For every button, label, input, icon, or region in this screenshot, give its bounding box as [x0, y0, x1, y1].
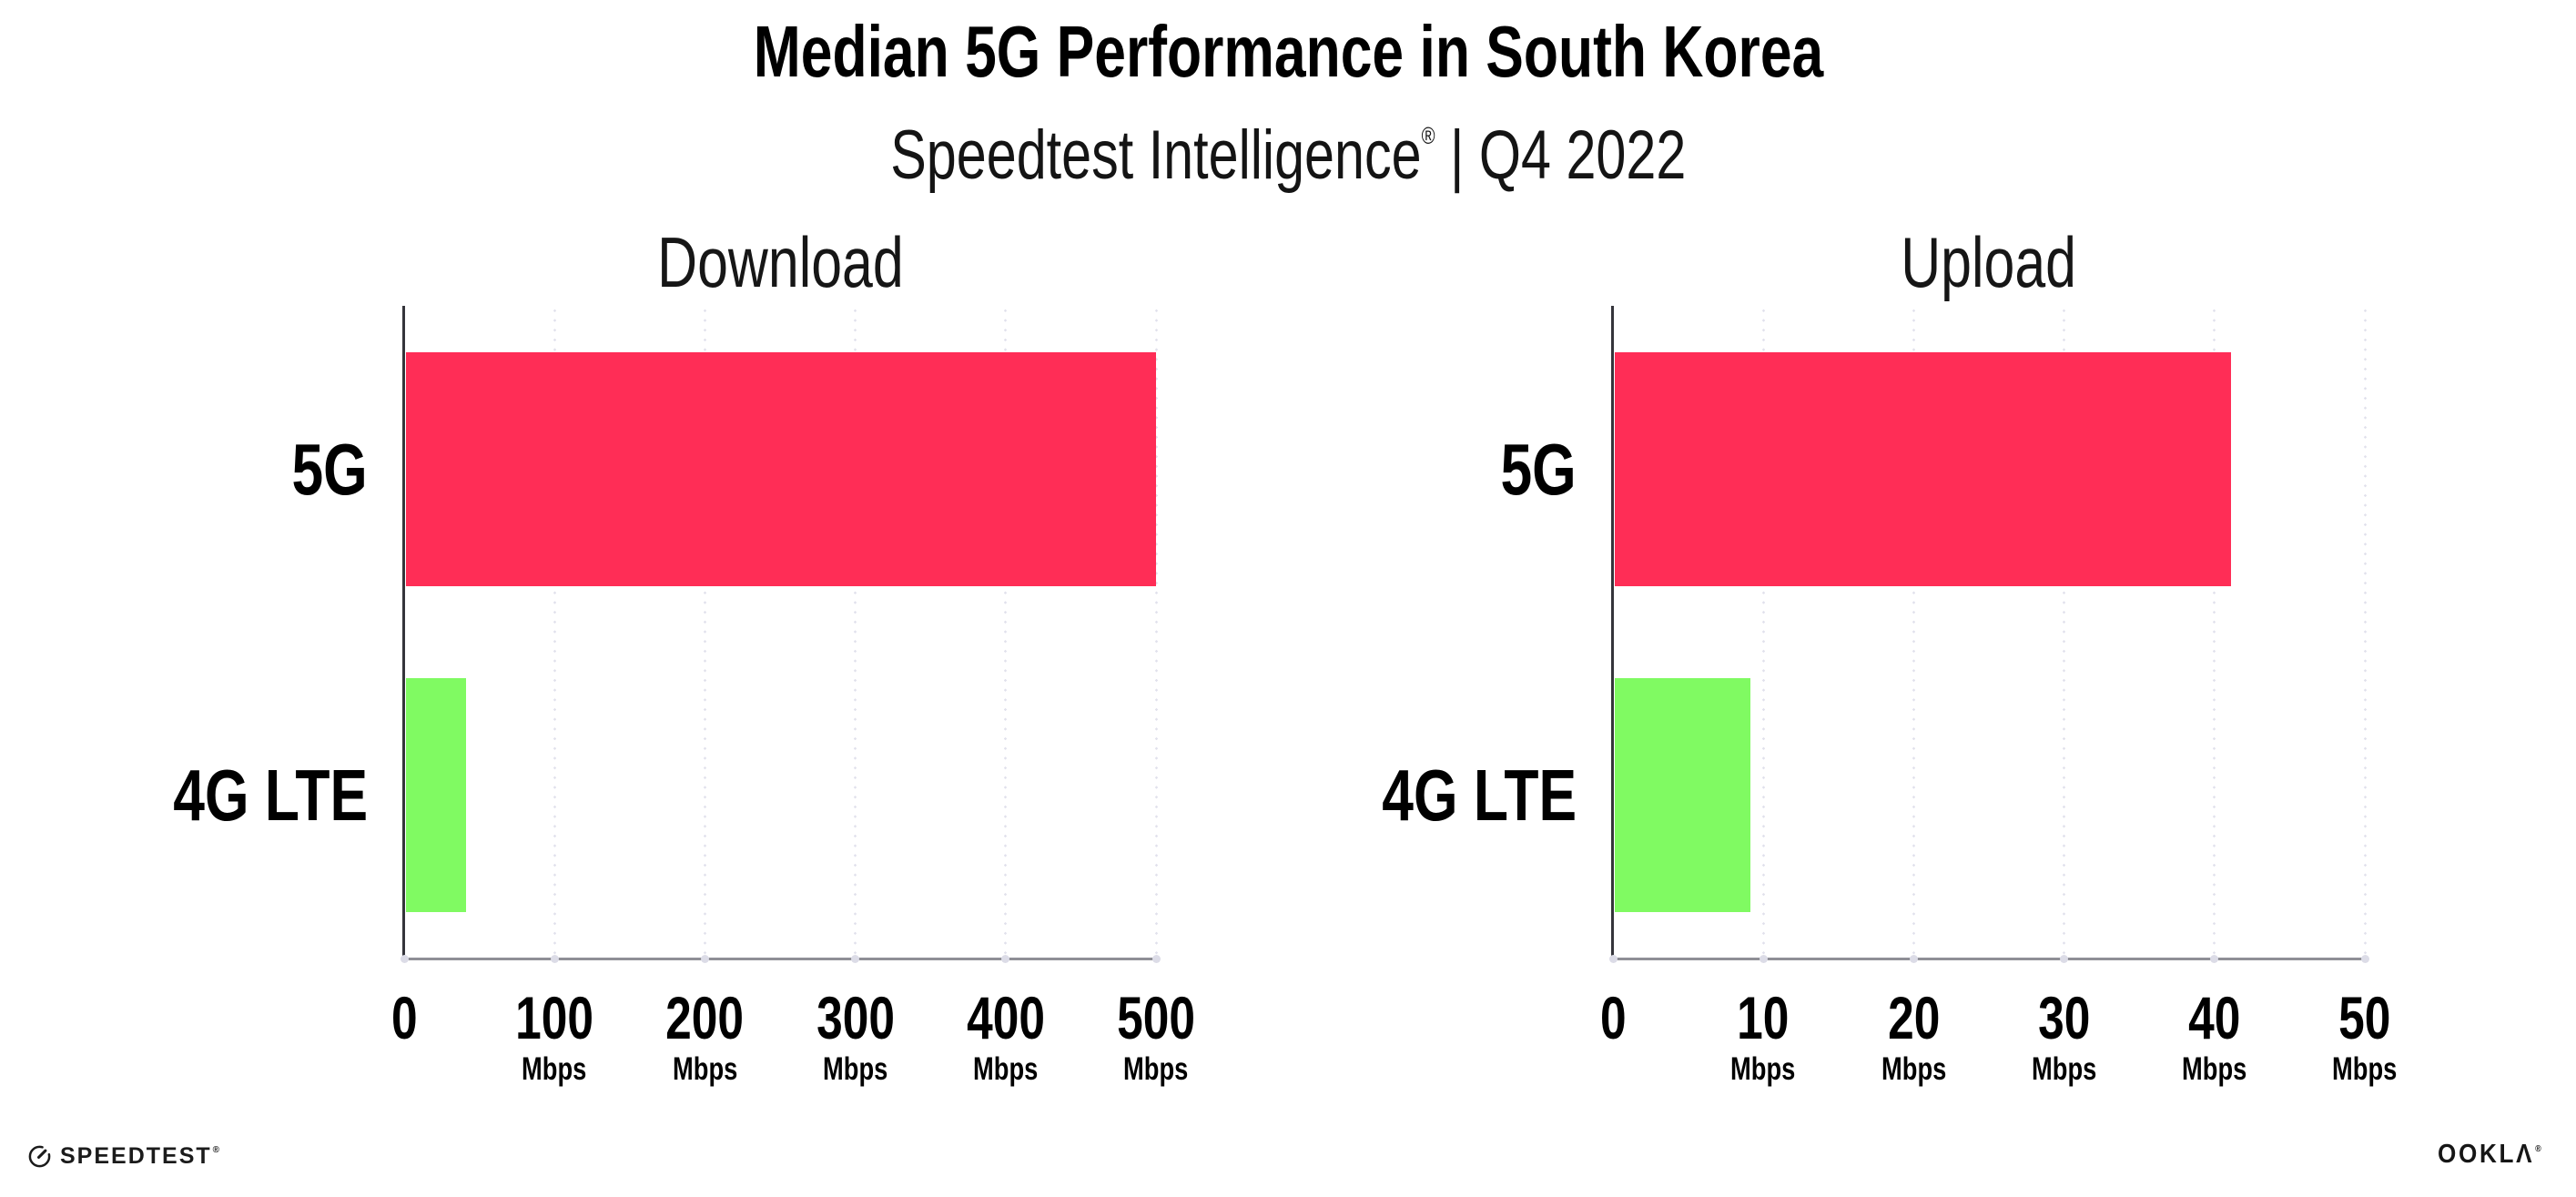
- page-title-text: Median 5G Performance in South Korea: [753, 11, 1823, 92]
- tick-dot-30: [2060, 955, 2069, 963]
- tick-unit: Mbps: [973, 1051, 1039, 1087]
- tick-dot-0: [400, 955, 409, 963]
- category-label-5g-text: 5G: [291, 428, 368, 510]
- chart-panel-upload: Upload 5G 4G LTE 0 10 Mbps 20 Mbps 30 Mbps 40 Mb…: [1382, 226, 2397, 1087]
- ookla-wordmark-text: OOKLΛ: [2437, 1139, 2534, 1169]
- x-axis-line: [402, 958, 1158, 960]
- tick-value: 200: [665, 984, 745, 1051]
- tick-label-300: 300 Mbps: [756, 987, 956, 1087]
- tick-value: 30: [2037, 984, 2091, 1051]
- tick-dot-20: [1909, 955, 1918, 963]
- tick-dot-0: [1608, 955, 1618, 963]
- subtitle-period: | Q4 2022: [1435, 117, 1687, 194]
- gridline-10: [1761, 306, 1765, 958]
- chart-panel-download: Download 5G 4G LTE 0 100 Mbps 200 Mbps 300 Mbp…: [173, 226, 1195, 1087]
- tick-label-400: 400 Mbps: [906, 987, 1106, 1087]
- tick-value: 50: [2338, 984, 2391, 1051]
- tick-unit: Mbps: [822, 1051, 888, 1087]
- speedtest-gauge-icon: [28, 1145, 51, 1167]
- tick-label-50: 50 Mbps: [2265, 987, 2465, 1087]
- page-title: Median 5G Performance in South Korea: [0, 15, 2576, 89]
- plot-area: [1608, 306, 2369, 963]
- gridline-500: [1154, 306, 1158, 958]
- category-label-5g: 5G: [4, 352, 368, 586]
- registered-mark: ®: [1421, 122, 1435, 149]
- chart-title-download: Download: [404, 226, 1156, 299]
- ookla-logo: OOKLΛ®: [2426, 1138, 2544, 1171]
- tick-unit: Mbps: [2031, 1051, 2097, 1087]
- tick-label-30: 30 Mbps: [1964, 987, 2165, 1087]
- tick-dot-300: [851, 955, 860, 963]
- category-label-4g-lte: 4G LTE: [1212, 678, 1577, 912]
- speedtest-wordmark-text: SPEEDTEST: [60, 1142, 212, 1169]
- chart-title-upload-text: Upload: [1901, 222, 2077, 302]
- tick-value: 400: [966, 984, 1045, 1051]
- gridline-300: [854, 306, 857, 958]
- tick-label-20: 20 Mbps: [1813, 987, 2013, 1087]
- tick-value: 10: [1737, 984, 1790, 1051]
- tick-unit: Mbps: [1881, 1051, 1947, 1087]
- ookla-trademark: ®: [2534, 1143, 2543, 1154]
- gridline-40: [2213, 306, 2216, 958]
- tick-dot-200: [700, 955, 709, 963]
- tick-label-0: 0: [1513, 987, 1713, 1049]
- tick-unit: Mbps: [1730, 1051, 1796, 1087]
- chart-title-upload: Upload: [1613, 226, 2365, 299]
- tick-dot-10: [1759, 955, 1768, 963]
- tick-dot-500: [1151, 955, 1161, 963]
- bar-5g: [1615, 352, 2232, 586]
- tick-value: 0: [1599, 984, 1627, 1051]
- category-label-4g-lte-text: 4G LTE: [173, 754, 368, 836]
- tick-value: 500: [1117, 984, 1195, 1051]
- tick-unit: Mbps: [1123, 1051, 1189, 1087]
- x-axis-line: [1611, 958, 2367, 960]
- tick-dot-100: [550, 955, 559, 963]
- category-label-4g-lte-text: 4G LTE: [1382, 754, 1577, 836]
- tick-unit: Mbps: [2182, 1051, 2247, 1087]
- tick-label-10: 10 Mbps: [1663, 987, 1863, 1087]
- category-label-5g: 5G: [1212, 352, 1577, 586]
- tick-unit: Mbps: [2332, 1051, 2398, 1087]
- speedtest-trademark: ®: [212, 1144, 222, 1155]
- tick-label-200: 200 Mbps: [604, 987, 805, 1087]
- chart-title-download-text: Download: [656, 222, 904, 302]
- gridline-30: [2063, 306, 2066, 958]
- tick-value: 40: [2188, 984, 2241, 1051]
- category-label-5g-text: 5G: [1500, 428, 1577, 510]
- subtitle-brand: Speedtest Intelligence: [889, 117, 1422, 194]
- tick-unit: Mbps: [522, 1051, 587, 1087]
- tick-dot-400: [1001, 955, 1010, 963]
- gridline-200: [703, 306, 706, 958]
- category-label-4g-lte: 4G LTE: [4, 678, 368, 912]
- tick-value: 100: [515, 984, 594, 1051]
- speedtest-wordmark: SPEEDTEST®: [60, 1143, 221, 1170]
- tick-value: 20: [1887, 984, 1941, 1051]
- tick-dot-40: [2210, 955, 2219, 963]
- tick-dot-50: [2360, 955, 2369, 963]
- gridline-100: [553, 306, 556, 958]
- y-axis-line: [402, 306, 405, 959]
- gridline-400: [1004, 306, 1008, 958]
- page-subtitle: Speedtest Intelligence® | Q4 2022: [0, 98, 2576, 193]
- tick-unit: Mbps: [672, 1051, 738, 1087]
- tick-label-40: 40 Mbps: [2115, 987, 2315, 1087]
- bar-5g: [406, 352, 1157, 586]
- bar-4g-lte: [406, 678, 467, 912]
- tick-value: 300: [816, 984, 895, 1051]
- speedtest-logo: SPEEDTEST®: [27, 1140, 221, 1172]
- page-subtitle-text: Speedtest Intelligence® | Q4 2022: [890, 98, 1686, 193]
- tick-label-100: 100 Mbps: [454, 987, 654, 1087]
- tick-label-500: 500 Mbps: [1056, 987, 1256, 1087]
- bar-4g-lte: [1615, 678, 1750, 912]
- ookla-wordmark: OOKLΛ®: [2437, 1140, 2543, 1170]
- gridline-50: [2363, 306, 2367, 958]
- tick-label-0: 0: [304, 987, 504, 1049]
- tick-value: 0: [390, 984, 418, 1051]
- plot-area: [400, 306, 1161, 963]
- y-axis-line: [1611, 306, 1614, 959]
- gridline-20: [1912, 306, 1915, 958]
